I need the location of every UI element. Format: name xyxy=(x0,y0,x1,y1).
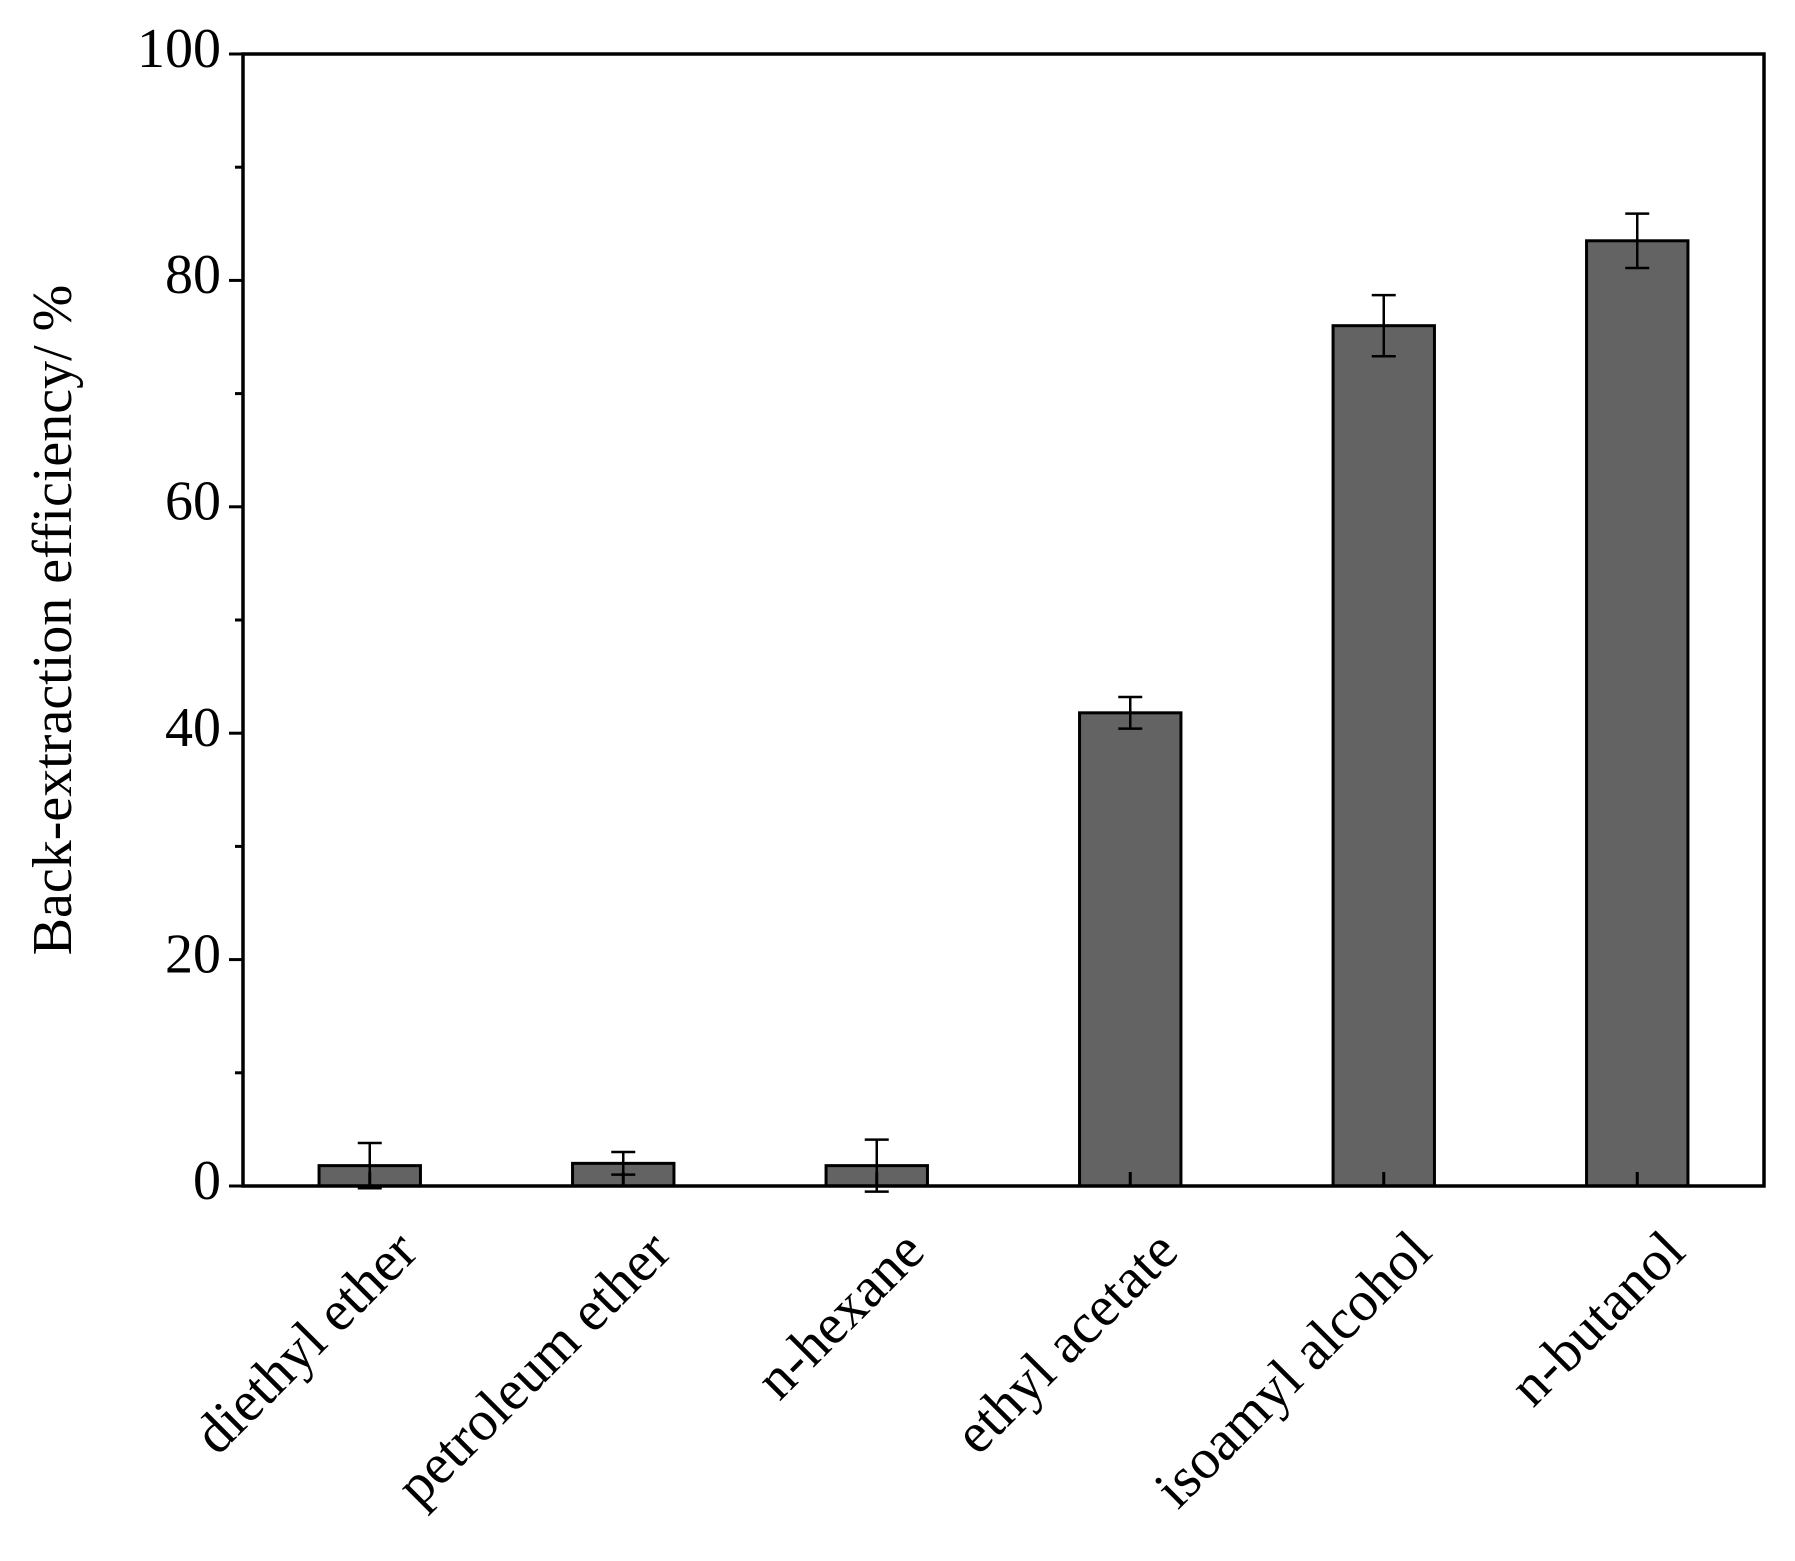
bar xyxy=(1078,711,1183,1188)
x-tick-label: n-hexane xyxy=(744,1219,936,1411)
error-bar xyxy=(1371,293,1396,358)
plot-frame xyxy=(241,52,1766,1188)
x-tick-label: diethyl ether xyxy=(182,1219,429,1466)
y-axis-label: Back-extraction efficiency/ % xyxy=(22,285,84,956)
bar xyxy=(1331,324,1436,1188)
y-tick-label: 0 xyxy=(193,1150,221,1212)
y-tick-label: 100 xyxy=(137,18,221,80)
x-tick-label: ethyl acetate xyxy=(943,1219,1190,1466)
error-bar xyxy=(1625,212,1650,270)
x-tick-label: n-butanol xyxy=(1498,1219,1697,1418)
y-tick-label: 60 xyxy=(165,471,221,533)
error-bar xyxy=(1118,695,1143,730)
y-tick-label: 20 xyxy=(165,923,221,985)
y-tick-label: 40 xyxy=(165,697,221,759)
y-tick-label: 80 xyxy=(165,244,221,306)
bar xyxy=(1585,239,1690,1188)
